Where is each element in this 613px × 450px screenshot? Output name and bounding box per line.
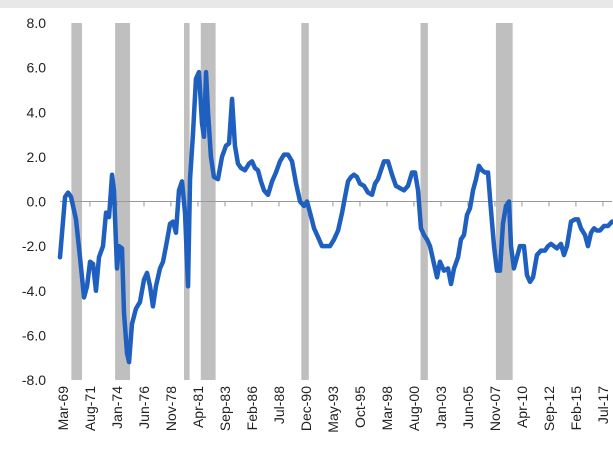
- x-tick-label: Apr-81: [190, 386, 206, 428]
- x-tick-label: Aug-71: [82, 386, 98, 431]
- x-tick-label: Jan-74: [109, 386, 125, 429]
- x-tick-label: Feb-15: [568, 386, 584, 431]
- x-tick-label: Jan-03: [433, 386, 449, 429]
- y-tick-label: 6.0: [27, 60, 47, 76]
- y-tick-label: 8.0: [27, 15, 47, 31]
- x-tick-label: Jun-76: [136, 386, 152, 429]
- x-tick-label: Jun-05: [460, 386, 476, 429]
- x-tick-label: Jul-88: [271, 386, 287, 424]
- x-tick-label: Mar-69: [55, 386, 71, 431]
- y-tick-label: -2.0: [22, 238, 46, 254]
- y-tick-label: -6.0: [22, 327, 46, 343]
- x-tick-label: Nov-07: [487, 386, 503, 431]
- header-strip: [0, 0, 613, 8]
- x-tick-label: Jul-17: [595, 386, 611, 424]
- x-tick-label: Feb-86: [244, 386, 260, 431]
- x-tick-label: Aug-00: [406, 386, 422, 431]
- data-line: [57, 69, 613, 365]
- y-tick-label: 2.0: [27, 149, 47, 165]
- x-tick-label: Oct-95: [352, 386, 368, 428]
- x-tick-label: Mar-98: [379, 386, 395, 431]
- x-tick-label: Nov-78: [163, 386, 179, 431]
- x-tick-label: Apr-10: [514, 386, 530, 428]
- y-tick-label: -8.0: [22, 372, 46, 388]
- y-tick-label: 0.0: [27, 194, 47, 210]
- y-tick-label: -4.0: [22, 283, 46, 299]
- x-tick-label: Dec-90: [298, 386, 314, 431]
- y-tick-label: 4.0: [27, 104, 47, 120]
- x-tick-label: Sep-83: [217, 386, 233, 431]
- x-tick-label: Sep-12: [541, 386, 557, 431]
- x-tick-label: May-93: [325, 386, 341, 433]
